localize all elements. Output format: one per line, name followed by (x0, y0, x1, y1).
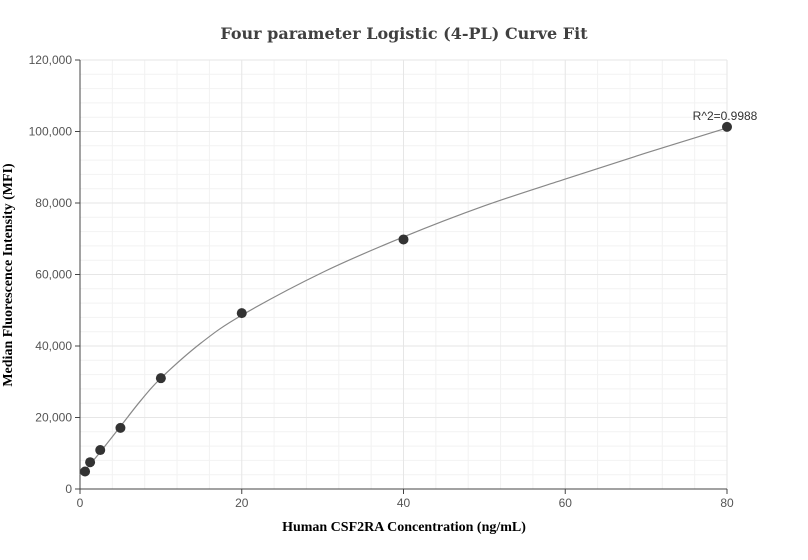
chart-title: Four parameter Logistic (4-PL) Curve Fit (220, 24, 588, 43)
y-tick-label: 80,000 (35, 196, 72, 210)
x-tick-label: 60 (559, 496, 573, 510)
fit-curve-line (79, 127, 728, 476)
data-point (236, 308, 247, 319)
y-tick-label: 0 (65, 482, 72, 496)
data-point (80, 466, 91, 477)
x-tick-label: 40 (397, 496, 411, 510)
data-point (115, 422, 126, 433)
axes (75, 59, 728, 494)
x-axis-label: Human CSF2RA Concentration (ng/mL) (282, 520, 526, 535)
data-point (85, 457, 96, 468)
y-axis-label: Median Fluorescence Intensity (MFI) (1, 163, 16, 387)
y-tick-label: 60,000 (35, 268, 72, 282)
r-squared-annotation: R^2=0.9988 (693, 109, 758, 123)
data-point (398, 234, 409, 245)
x-tick-label: 20 (235, 496, 249, 510)
data-point (722, 121, 732, 132)
y-tick-label: 120,000 (29, 53, 73, 67)
tick-labels: 0 20 40 60 80 0 20,000 40,000 60,000 80,000 100,00… (29, 53, 734, 510)
data-point (155, 373, 166, 384)
data-points (80, 121, 732, 477)
x-tick-label: 0 (77, 496, 84, 510)
y-tick-label: 20,000 (35, 411, 72, 425)
x-tick-label: 80 (720, 496, 734, 510)
grid-lines (79, 59, 728, 490)
y-tick-label: 100,000 (29, 125, 73, 139)
data-point (95, 445, 106, 456)
y-tick-label: 40,000 (35, 339, 72, 353)
